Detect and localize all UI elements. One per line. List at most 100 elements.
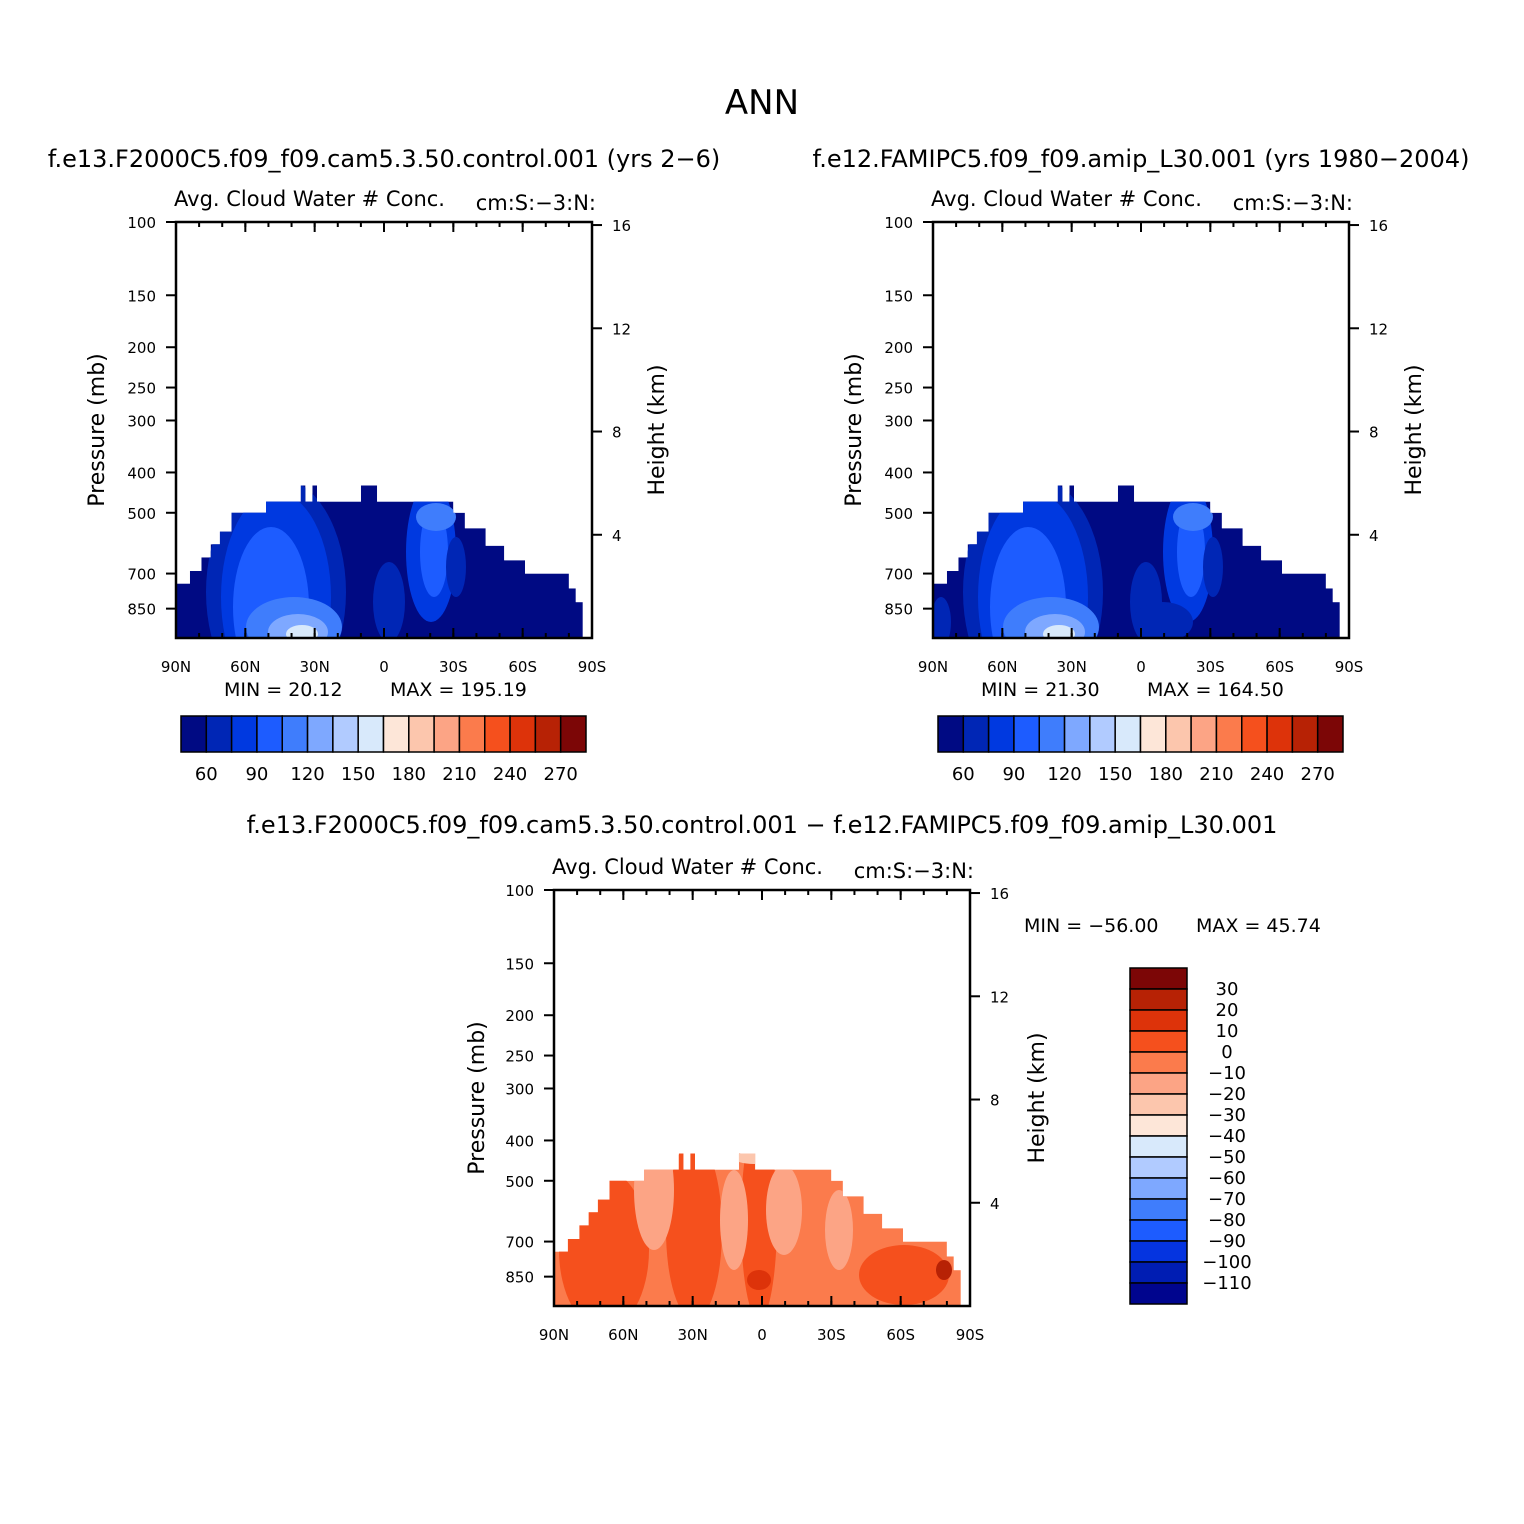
colorbar-label: 120 (1047, 764, 1081, 785)
y-tick-label: 250 (127, 380, 156, 398)
y2-tick-label: 16 (990, 885, 1009, 903)
y-tick-label: 200 (884, 339, 913, 357)
panel1-right-title: cm:S:−3:N: (476, 191, 596, 215)
colorbar-label: 60 (952, 764, 975, 785)
y2-tick-label: 12 (1369, 320, 1388, 338)
colorbar-label: −40 (1208, 1126, 1246, 1147)
panel3-ylabel: Pressure (mb) (465, 1021, 490, 1175)
colorbar-swatch (433, 715, 461, 753)
panel2-ylabel: Pressure (mb) (842, 353, 867, 507)
panel1-max: MAX = 195.19 (390, 679, 527, 701)
colorbar-swatch (1129, 1072, 1188, 1095)
colorbar-swatch (509, 715, 537, 753)
x-tick-label: 90S (578, 658, 607, 676)
colorbar-label: 0 (1221, 1042, 1232, 1063)
colorbar-swatch (1129, 1177, 1188, 1200)
y-tick-label: 100 (505, 882, 534, 900)
colorbar-label: 90 (1002, 764, 1025, 785)
x-tick-label: 90N (918, 658, 948, 676)
colorbar-swatch (230, 715, 258, 753)
y-tick-label: 400 (505, 1132, 534, 1150)
colorbar-swatch (1215, 715, 1243, 753)
x-tick-label: 30N (1057, 658, 1087, 676)
panel1-left-title: Avg. Cloud Water # Conc. (174, 187, 445, 211)
colorbar-label: −50 (1208, 1147, 1246, 1168)
x-tick-label: 60N (608, 1326, 638, 1344)
panel2-case-title: f.e12.FAMIPC5.f09_f09.amip_L30.001 (yrs … (813, 145, 1470, 173)
colorbar-swatch (1129, 988, 1188, 1011)
colorbar-swatch (1129, 1114, 1188, 1137)
y-tick-label: 300 (884, 412, 913, 430)
x-tick-label: 60S (1265, 658, 1294, 676)
x-tick-label: 60S (508, 658, 537, 676)
colorbar-label: −10 (1208, 1063, 1246, 1084)
y-tick-label: 850 (127, 601, 156, 619)
panel2-ylabel2: Height (km) (1402, 364, 1427, 495)
colorbar-label: 30 (1216, 979, 1239, 1000)
x-tick-label: 0 (1136, 658, 1146, 676)
panel3-max: MAX = 45.74 (1196, 915, 1321, 937)
panel2-right-title: cm:S:−3:N: (1233, 191, 1353, 215)
field-contour (720, 1170, 748, 1270)
field-contour (1133, 602, 1193, 638)
colorbar-swatch (1129, 1093, 1188, 1116)
colorbar-swatch (1129, 1135, 1188, 1158)
y-tick-label: 200 (127, 339, 156, 357)
y-tick-label: 850 (884, 601, 913, 619)
colorbar-swatch (1129, 1282, 1188, 1305)
y-tick-label: 250 (884, 380, 913, 398)
x-tick-label: 60N (230, 658, 260, 676)
y2-tick-label: 8 (1369, 424, 1379, 442)
panel3-case-title: f.e13.F2000C5.f09_f09.cam5.3.50.control.… (247, 811, 1278, 839)
y-tick-label: 300 (127, 412, 156, 430)
colorbar-swatch (1129, 1219, 1188, 1242)
colorbar-swatch (1129, 1156, 1188, 1179)
colorbar-swatch (281, 715, 309, 753)
colorbar-label: 90 (245, 764, 268, 785)
colorbar-swatch (458, 715, 486, 753)
main-title: ANN (725, 83, 799, 123)
field-contour (1043, 625, 1075, 638)
x-tick-label: 30S (439, 658, 468, 676)
field-contour (747, 1270, 771, 1290)
colorbar-label: 210 (442, 764, 476, 785)
y-tick-label: 150 (505, 955, 534, 973)
x-tick-label: 90N (539, 1326, 569, 1344)
panel3-min: MIN = −56.00 (1024, 915, 1159, 937)
colorbar-swatch (1129, 1009, 1188, 1032)
y2-tick-label: 4 (1369, 527, 1379, 545)
field-contour (1203, 537, 1223, 597)
y2-tick-label: 12 (612, 320, 631, 338)
colorbar-label: 210 (1199, 764, 1233, 785)
y2-tick-label: 4 (612, 527, 622, 545)
y2-tick-label: 16 (612, 217, 631, 235)
colorbar-label: 150 (1098, 764, 1132, 785)
panel3-left-title: Avg. Cloud Water # Conc. (552, 855, 823, 879)
colorbar-swatch (1129, 1030, 1188, 1053)
panel1-colorbar: 60 90 120 150 180 210 240 270 (180, 715, 587, 785)
colorbar-label: 120 (290, 764, 324, 785)
x-tick-label: 90S (1335, 658, 1364, 676)
x-tick-label: 60S (886, 1326, 915, 1344)
panel1-ylabel2: Height (km) (645, 364, 670, 495)
field-contour (825, 1190, 853, 1270)
colorbar-label: −30 (1208, 1105, 1246, 1126)
colorbar-label: −110 (1202, 1273, 1251, 1294)
colorbar-swatch (408, 715, 435, 753)
colorbar-swatch (306, 715, 334, 753)
panel2-min: MIN = 21.30 (981, 679, 1100, 701)
colorbar-swatch (484, 715, 511, 753)
field-contour (933, 597, 951, 638)
panel1-case-title: f.e13.F2000C5.f09_f09.cam5.3.50.control.… (48, 145, 721, 173)
y2-tick-label: 12 (990, 988, 1009, 1006)
colorbar-swatch (1114, 715, 1142, 753)
y2-tick-label: 4 (990, 1195, 1000, 1213)
x-tick-label: 60N (987, 658, 1017, 676)
colorbar-swatch (382, 715, 410, 753)
y-tick-label: 700 (127, 566, 156, 584)
colorbar-label: −80 (1208, 1210, 1246, 1231)
field-contour (936, 1260, 952, 1280)
colorbar-swatch (1316, 715, 1344, 753)
x-tick-label: 30N (678, 1326, 708, 1344)
panel2-left-title: Avg. Cloud Water # Conc. (931, 187, 1202, 211)
